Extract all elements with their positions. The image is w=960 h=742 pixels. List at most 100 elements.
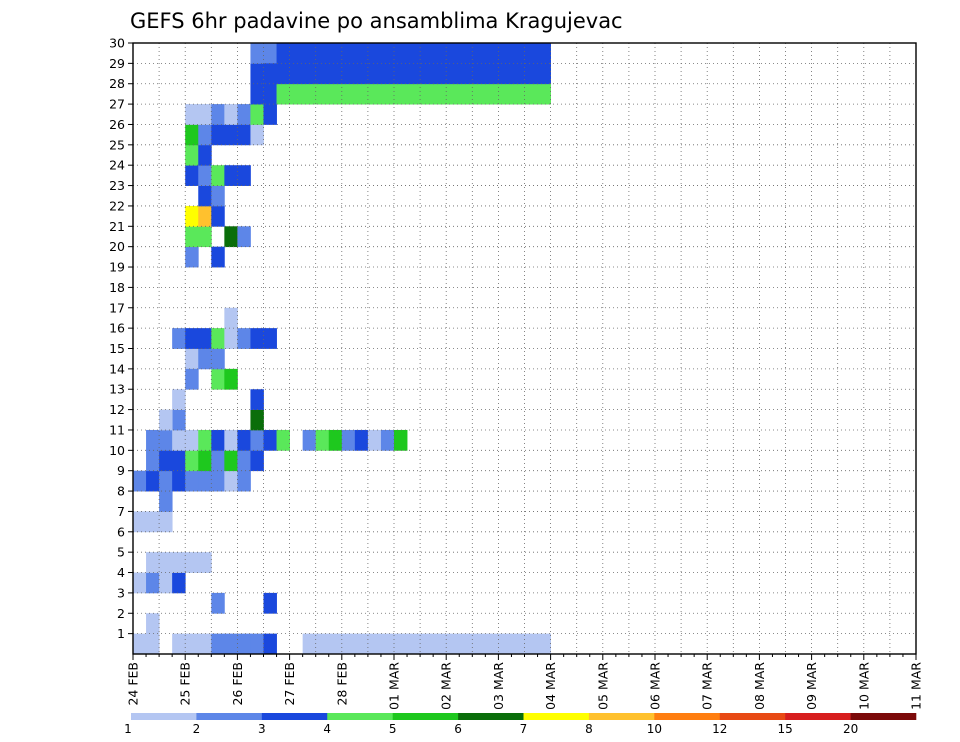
- heatmap-cell: [289, 43, 304, 64]
- y-tick-label: 13: [109, 382, 125, 397]
- heatmap-cell: [537, 43, 551, 64]
- heatmap-cell: [302, 83, 317, 105]
- heatmap-cell: [146, 633, 160, 655]
- heatmap-cell: [498, 43, 512, 64]
- y-tick-label: 21: [109, 219, 125, 234]
- heatmap-cell: [315, 429, 330, 451]
- heatmap-cell: [328, 429, 343, 451]
- colorbar-segment: [458, 713, 524, 720]
- heatmap-cell: [289, 63, 304, 85]
- heatmap-cell: [237, 328, 251, 349]
- heatmap-cell: [420, 83, 434, 105]
- x-tick-label: 27 FEB: [282, 662, 297, 706]
- heatmap-cell: [224, 165, 238, 186]
- heatmap-cell: [537, 633, 551, 655]
- colorbar-segment: [196, 713, 263, 720]
- x-tick-label: 02 MAR: [439, 662, 454, 710]
- heatmap-cell: [446, 63, 460, 85]
- heatmap-cell: [524, 633, 538, 655]
- heatmap-cell: [198, 205, 212, 227]
- x-tick-label: 04 MAR: [543, 662, 558, 710]
- heatmap-cell: [485, 63, 499, 85]
- heatmap-cell: [211, 592, 225, 614]
- y-tick-label: 10: [109, 443, 125, 458]
- colorbar-label: 15: [778, 722, 793, 736]
- x-tick-label: 26 FEB: [230, 662, 245, 706]
- heatmap-cell: [250, 124, 264, 146]
- heatmap-cell: [146, 572, 160, 594]
- heatmap-cell: [250, 450, 264, 472]
- heatmap-cell: [354, 633, 369, 655]
- heatmap-cell: [315, 63, 330, 85]
- heatmap-cell: [263, 43, 277, 64]
- heatmap-cell: [133, 633, 147, 655]
- heatmap-cell: [433, 633, 447, 655]
- heatmap-cell: [172, 328, 186, 349]
- heatmap-cell: [250, 63, 264, 85]
- heatmap-cell: [159, 511, 173, 533]
- heatmap-cell: [224, 368, 238, 390]
- heatmap-cells: [133, 43, 551, 655]
- heatmap-cell: [146, 429, 160, 451]
- colorbar-label: 4: [323, 722, 331, 736]
- colorbar-label: 3: [258, 722, 266, 736]
- heatmap-cell: [211, 470, 225, 492]
- heatmap-cell: [185, 429, 199, 451]
- x-tick-label: 24 FEB: [126, 662, 141, 706]
- heatmap-cell: [498, 633, 512, 655]
- heatmap-cell: [367, 63, 382, 85]
- y-tick-label: 8: [117, 484, 125, 499]
- heatmap-cell: [159, 552, 173, 573]
- heatmap-cell: [433, 43, 447, 64]
- heatmap-cell: [185, 165, 199, 186]
- heatmap-cell: [198, 328, 212, 349]
- heatmap-cell: [185, 470, 199, 492]
- heatmap-cell: [185, 144, 199, 166]
- y-tick-label: 27: [109, 97, 125, 112]
- heatmap-cell: [172, 633, 186, 655]
- heatmap-cell: [302, 43, 317, 64]
- heatmap-cell: [315, 83, 330, 105]
- heatmap-cell: [380, 429, 395, 451]
- heatmap-cell: [185, 246, 199, 268]
- heatmap-cell: [380, 43, 395, 64]
- heatmap-cell: [159, 470, 173, 492]
- heatmap-cell: [185, 226, 199, 248]
- heatmap-cell: [250, 633, 264, 655]
- heatmap-cell: [407, 633, 421, 655]
- colorbar-label: 10: [647, 722, 662, 736]
- x-tick-label: 10 MAR: [856, 662, 871, 710]
- heatmap-cell: [341, 633, 356, 655]
- x-tick-label: 08 MAR: [752, 662, 767, 710]
- heatmap-cell: [172, 450, 186, 472]
- heatmap-cell: [263, 104, 277, 125]
- x-tick-label: 09 MAR: [804, 662, 819, 710]
- heatmap-cell: [224, 328, 238, 349]
- heatmap-cell: [172, 552, 186, 573]
- heatmap-cell: [302, 633, 317, 655]
- heatmap-cell: [250, 389, 264, 410]
- heatmap-cell: [185, 450, 199, 472]
- heatmap-cell: [146, 470, 160, 492]
- heatmap-cell: [211, 185, 225, 207]
- heatmap-cell: [380, 63, 395, 85]
- y-tick-label: 28: [109, 76, 125, 91]
- y-tick-label: 22: [109, 198, 125, 213]
- y-tick-label: 17: [109, 300, 125, 315]
- heatmap-cell: [276, 63, 290, 85]
- heatmap-cell: [341, 429, 356, 451]
- heatmap-cell: [133, 511, 147, 533]
- heatmap-cell: [211, 246, 225, 268]
- heatmap-cell: [459, 633, 473, 655]
- heatmap-cell: [511, 83, 525, 105]
- y-tick-label: 20: [109, 239, 125, 254]
- heatmap-cell: [198, 185, 212, 207]
- x-tick-label: 05 MAR: [595, 662, 610, 710]
- heatmap-cell: [198, 470, 212, 492]
- y-tick-label: 19: [109, 260, 125, 275]
- heatmap-cell: [394, 429, 408, 451]
- heatmap-cell: [211, 633, 225, 655]
- heatmap-cell: [250, 409, 264, 431]
- heatmap-cell: [211, 124, 225, 146]
